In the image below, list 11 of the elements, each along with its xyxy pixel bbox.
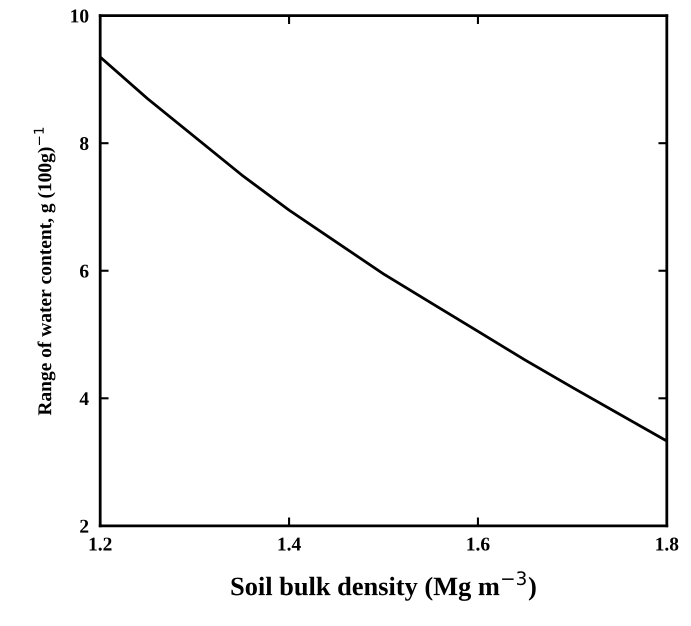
y-tick-label: 6 (80, 264, 89, 278)
x-tick-label: 1.4 (278, 538, 301, 551)
y-tick-label: 2 (80, 520, 88, 533)
x-tick-label: 1.2 (90, 538, 112, 551)
y-tick-label: 4 (80, 392, 89, 406)
x-tick-label: 1.6 (467, 538, 490, 551)
y-tick-label: 8 (80, 137, 88, 150)
x-axis-title: Soil bulk density (Mg m$^{−3}$) (231, 571, 536, 601)
x-tick-label: 1.8 (656, 538, 678, 551)
y-tick-label: 10 (71, 9, 88, 23)
y-axis-title: Range of water content, g (100g)$^{−1}$ (34, 128, 56, 416)
